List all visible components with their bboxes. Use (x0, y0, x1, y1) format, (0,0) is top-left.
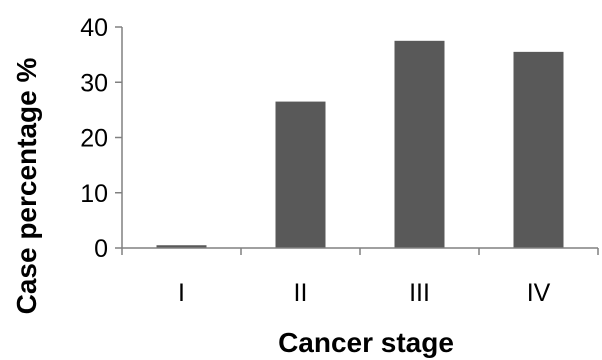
y-ticks: 0 10 20 30 40 (80, 14, 122, 263)
bar-II (275, 101, 326, 249)
y-tick-label: 40 (80, 14, 108, 42)
x-tick-label: III (409, 279, 430, 307)
bar-IV (513, 51, 564, 248)
x-ticks: I II III IV (121, 248, 599, 307)
bars (156, 40, 564, 249)
x-tick-label: I (178, 279, 185, 307)
x-tick-label: IV (527, 279, 551, 307)
y-tick-label: 0 (94, 235, 108, 263)
x-tick-label: II (294, 279, 308, 307)
x-axis-title: Cancer stage (278, 327, 454, 358)
y-tick-label: 30 (80, 69, 108, 97)
bar-III (394, 40, 445, 248)
bar-I (156, 245, 207, 248)
y-tick-label: 20 (80, 125, 108, 153)
y-tick-label: 10 (80, 180, 108, 208)
y-axis-title: Case percentage % (11, 58, 42, 315)
